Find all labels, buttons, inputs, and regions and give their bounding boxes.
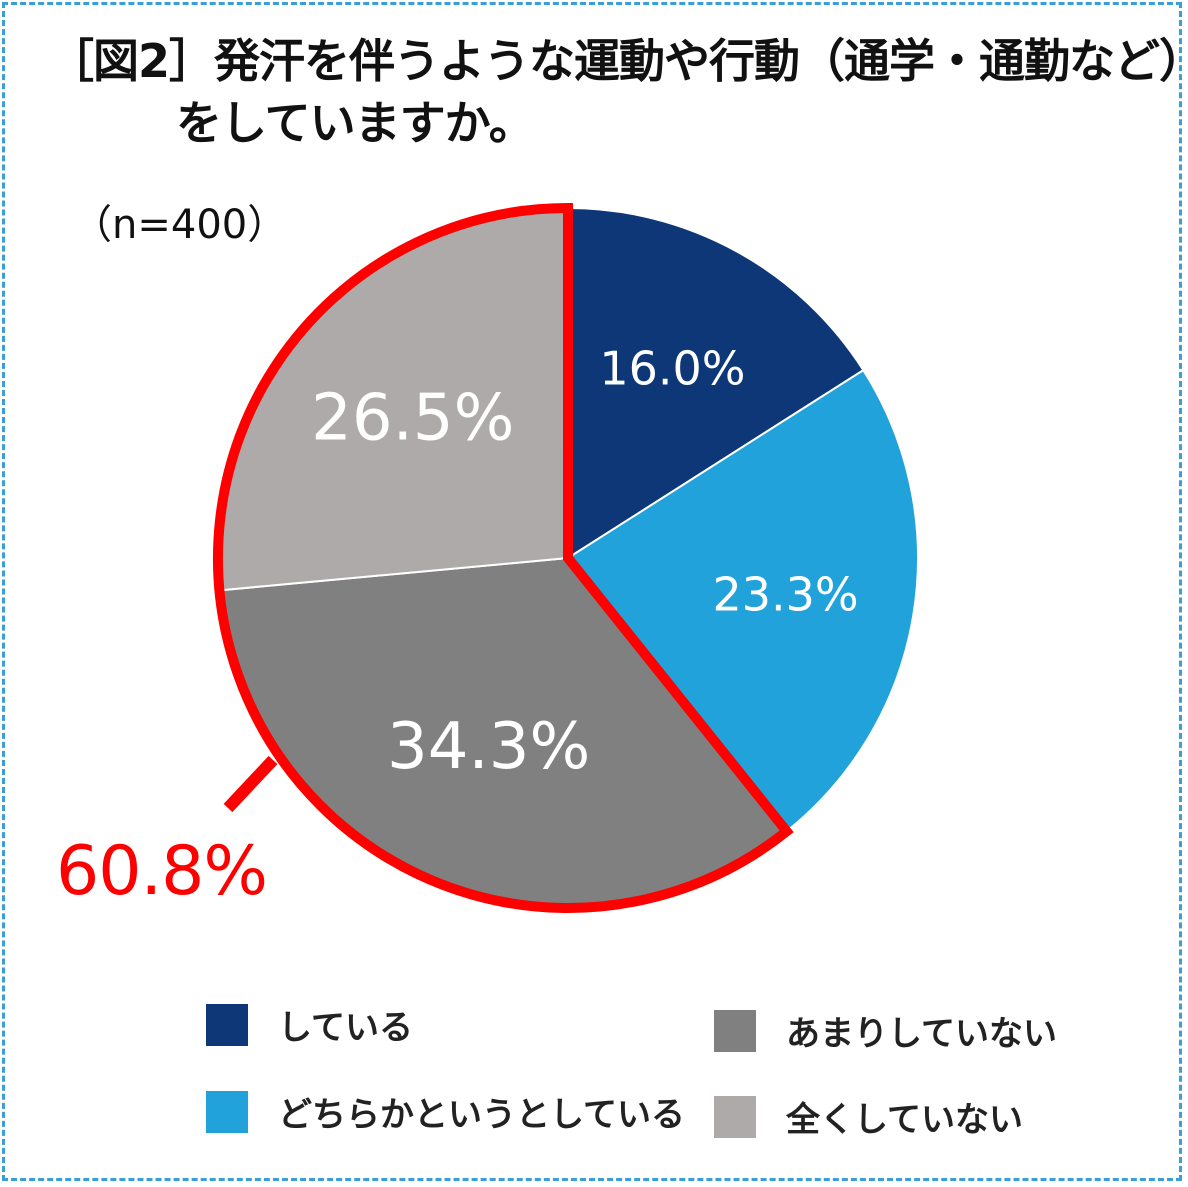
label-dochiraka-shiteiru: 23.3% [712,568,858,622]
sample-size-label: （n=400） [72,202,288,248]
legend-swatch-mattaku-shiteinai [714,1095,756,1138]
highlight-outline [213,202,794,913]
highlight-total-label: 60.8% [56,832,268,911]
chart-title-line-1: ［図2］発汗を伴うような運動や行動（通学・通勤など） [48,34,1188,88]
legend-label-mattaku-shiteinai: 全くしていない [786,1100,1023,1140]
legend-item-mattaku-shiteinai: 全くしていない [714,1092,1023,1141]
legend-label-shiteiru: している [278,1008,413,1048]
legend-item-shiteiru: している [206,1000,413,1049]
chart-title-line-2: をしていますか。 [176,96,535,150]
slice-dochiraka-shiteiru [566,368,919,833]
highlight-leader-line [223,755,278,813]
legend-item-amari-shiteinai: あまりしていない [714,1006,1057,1055]
legend-item-dochiraka-shiteiru: どちらかというとしている [206,1087,685,1136]
legend-label-amari-shiteinai: あまりしていない [786,1014,1057,1054]
legend-swatch-amari-shiteinai [714,1009,756,1052]
legend-swatch-shiteiru [206,1003,248,1046]
label-shiteiru: 16.0% [599,341,745,395]
chart-title: ［図2］発汗を伴うような運動や行動（通学・通勤など） をしていますか。 [48,30,1188,154]
legend-label-dochiraka-shiteiru: どちらかというとしている [278,1095,685,1135]
legend-swatch-dochiraka-shiteiru [206,1090,248,1133]
label-mattaku-shiteinai: 26.5% [311,382,514,456]
label-amari-shiteinai: 34.3% [387,710,590,784]
slice-shiteiru [567,206,865,560]
